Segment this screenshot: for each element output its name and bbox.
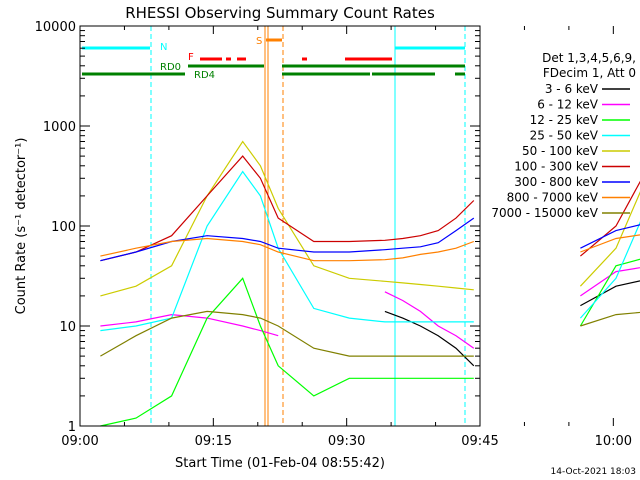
flag-label: RD0 — [160, 62, 181, 73]
legend-header-line-2: FDecim 1, Att 0 — [543, 66, 636, 80]
flag-bars: N F S RD0 RD4 — [82, 36, 465, 81]
series-line — [100, 237, 475, 262]
series-line — [580, 234, 640, 253]
y-tick-label: 10 — [59, 320, 76, 335]
legend-label: 100 - 300 keV — [514, 160, 598, 174]
legend-label: 300 - 800 keV — [514, 175, 598, 189]
legend-label: 3 - 6 keV — [545, 82, 599, 96]
plot-frame — [79, 25, 481, 427]
series-line — [100, 277, 474, 427]
legend-label: 50 - 100 keV — [522, 144, 599, 158]
axis-labels: 09:0009:1509:3009:4510:0010:1510:3011010… — [35, 20, 632, 449]
series-line — [384, 291, 475, 349]
chart-title: RHESSI Observing Summary Count Rates — [125, 4, 435, 22]
x-axis-label: Start Time (01-Feb-04 08:55:42) — [175, 456, 385, 471]
x-tick-label: 09:15 — [195, 434, 232, 449]
y-axis-label: Count Rate (s⁻¹ detector⁻¹) — [14, 138, 29, 315]
series-line — [100, 313, 279, 337]
x-tick-label: 09:30 — [328, 434, 365, 449]
series-line — [580, 311, 640, 327]
series-lines — [100, 140, 640, 427]
legend: Det 1,3,4,5,6,9, FDecim 1, Att 0 3 - 6 k… — [491, 51, 636, 220]
y-tick-label: 10000 — [35, 20, 76, 35]
legend-label: 12 - 25 keV — [530, 113, 599, 127]
series-line — [100, 170, 474, 332]
series-line — [100, 155, 475, 262]
legend-header-line-1: Det 1,3,4,5,6,9, — [542, 51, 636, 65]
series-line — [579, 258, 640, 327]
y-tick-label: 1000 — [43, 120, 76, 135]
series-line — [580, 280, 640, 307]
flag-label: RD4 — [194, 70, 215, 81]
legend-label: 800 - 7000 keV — [507, 191, 599, 205]
flag-label: N — [160, 42, 167, 53]
flag-label: S — [256, 36, 262, 47]
axis-ticks — [79, 25, 614, 427]
y-tick-label: 100 — [51, 220, 76, 235]
legend-label: 25 - 50 keV — [530, 129, 599, 143]
legend-label: 7000 - 15000 keV — [491, 206, 598, 220]
x-tick-label: 10:00 — [595, 434, 632, 449]
flag-label: F — [188, 52, 194, 63]
timestamp: 14-Oct-2021 18:03 — [551, 467, 636, 477]
y-tick-label: 1 — [68, 420, 76, 435]
vertical-markers — [79, 26, 466, 426]
series-line — [100, 310, 474, 357]
series-line — [384, 310, 475, 367]
x-tick-label: 09:00 — [61, 434, 98, 449]
legend-label: 6 - 12 keV — [537, 98, 599, 112]
series-line — [100, 140, 474, 297]
series-line — [100, 217, 475, 262]
x-tick-label: 09:45 — [461, 434, 498, 449]
